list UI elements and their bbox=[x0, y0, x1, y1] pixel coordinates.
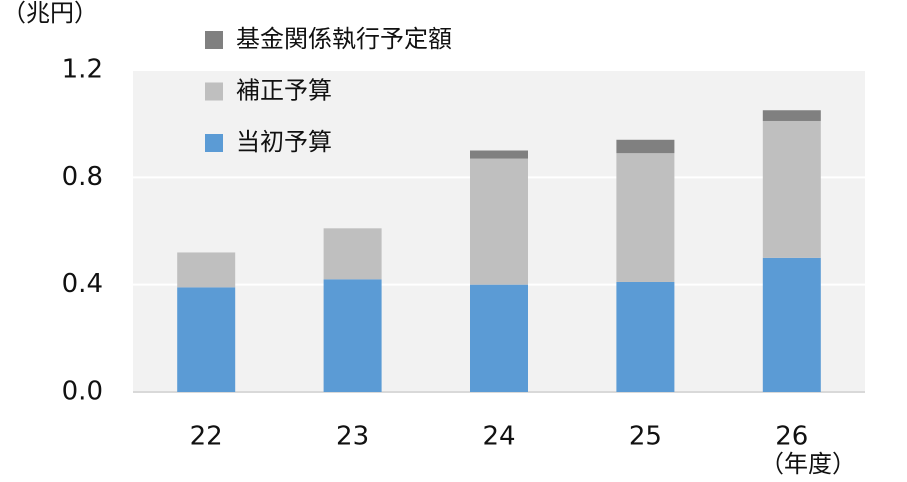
y-unit-label: （兆円） bbox=[2, 0, 98, 27]
legend-label: 当初予算 bbox=[236, 128, 332, 156]
bar-segment bbox=[616, 139, 675, 154]
bar-segment bbox=[762, 257, 821, 392]
bar-segment bbox=[762, 120, 821, 258]
x-tick-label: 22 bbox=[190, 422, 223, 452]
y-tick-label: 1.2 bbox=[62, 55, 103, 85]
legend-swatch bbox=[205, 134, 223, 152]
x-tick-label: 24 bbox=[482, 422, 515, 452]
y-tick-label: 0.0 bbox=[62, 377, 103, 407]
x-tick-label: 26 bbox=[775, 422, 808, 452]
x-tick-label: 25 bbox=[629, 422, 662, 452]
bar-segment bbox=[616, 153, 675, 282]
x-unit-label: （年度） bbox=[760, 450, 856, 478]
legend-swatch bbox=[205, 31, 223, 49]
bar-segment bbox=[616, 281, 675, 392]
y-tick-label: 0.4 bbox=[62, 269, 103, 299]
bar-segment bbox=[323, 228, 382, 280]
bar-segment bbox=[762, 110, 821, 121]
bar-segment bbox=[470, 158, 528, 285]
y-tick-label: 0.8 bbox=[62, 162, 103, 192]
legend-label: 補正予算 bbox=[236, 77, 332, 105]
x-tick-label: 23 bbox=[336, 422, 369, 452]
legend-swatch bbox=[205, 82, 223, 101]
legend-label: 基金関係執行予定額 bbox=[236, 25, 452, 53]
bar-segment bbox=[470, 284, 528, 392]
bar-segment bbox=[177, 252, 236, 288]
bar-segment bbox=[177, 287, 236, 392]
bar-segment bbox=[470, 150, 528, 159]
bar-segment bbox=[323, 279, 382, 392]
